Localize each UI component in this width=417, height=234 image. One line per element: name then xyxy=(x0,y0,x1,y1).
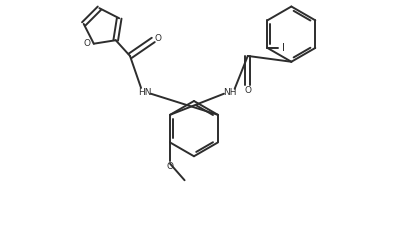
Text: NH: NH xyxy=(224,88,237,97)
Text: O: O xyxy=(84,39,91,48)
Text: I: I xyxy=(282,43,285,53)
Text: O: O xyxy=(166,162,173,171)
Text: O: O xyxy=(244,86,251,95)
Text: O: O xyxy=(155,34,162,43)
Text: HN: HN xyxy=(138,88,151,97)
